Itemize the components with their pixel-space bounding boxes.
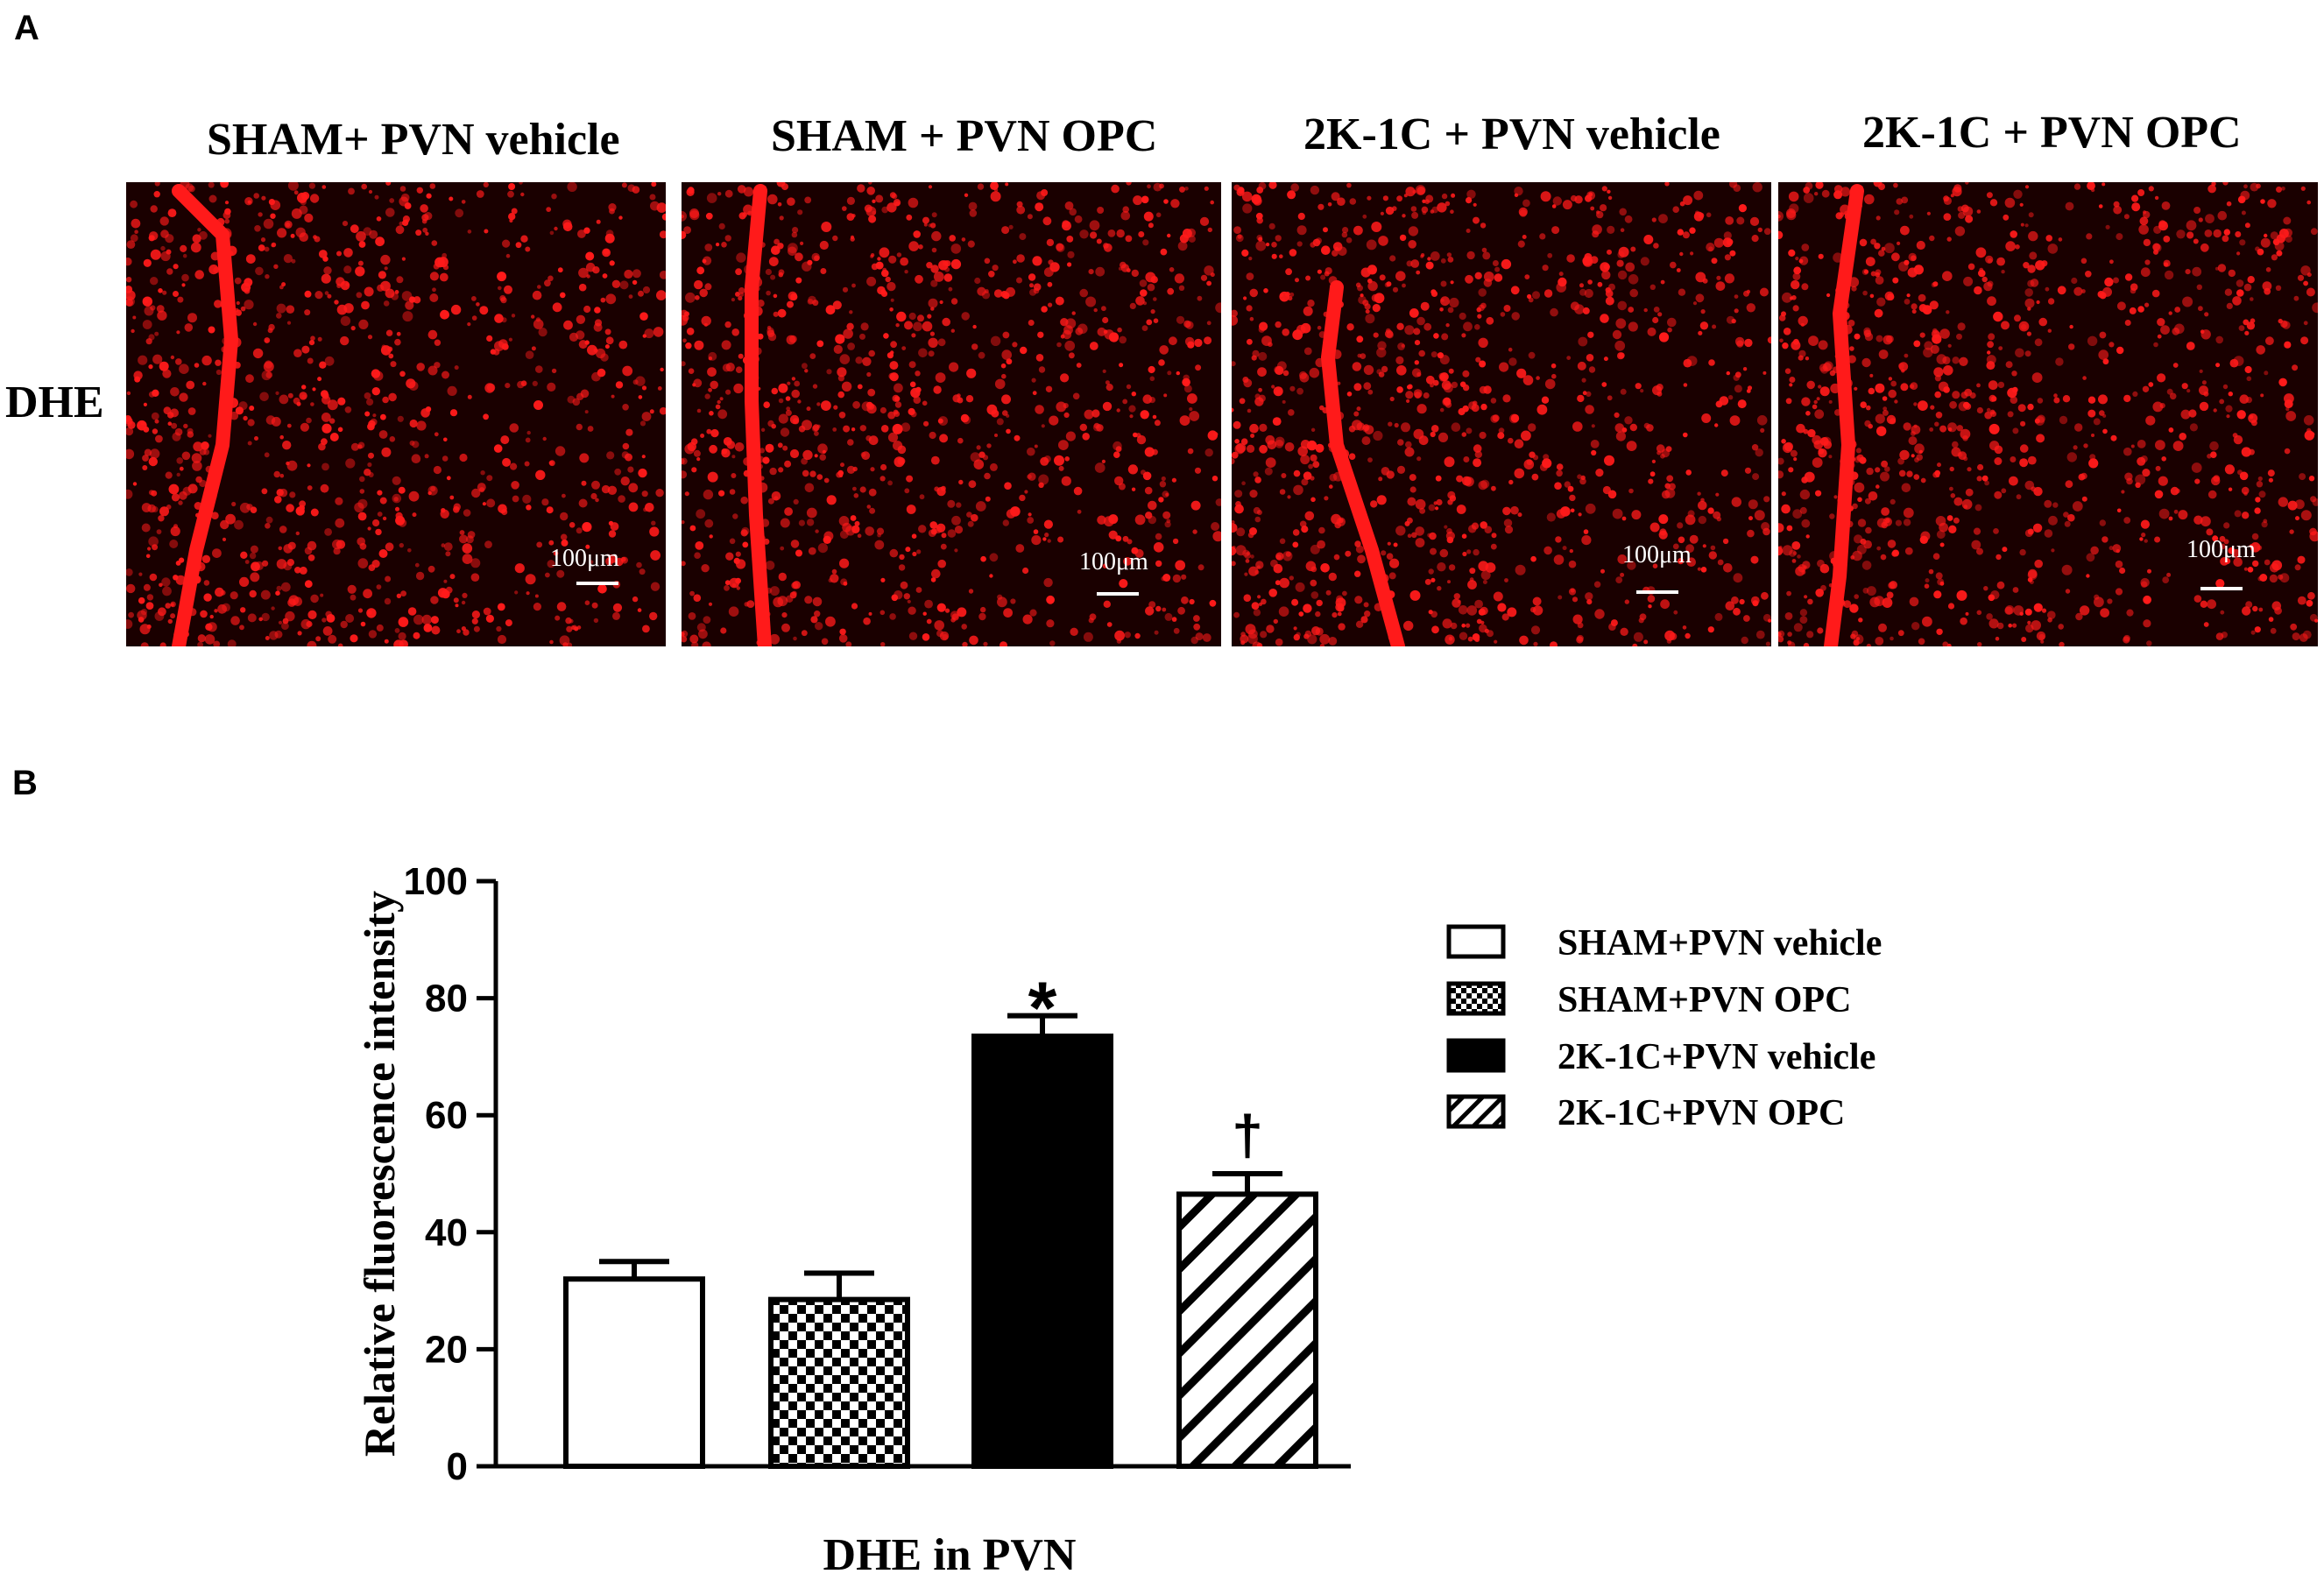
scale-bar xyxy=(1636,590,1678,594)
scale-bar xyxy=(576,582,618,585)
micrograph-2k1c-vehicle: 100μm xyxy=(1232,182,1771,646)
bar-2 xyxy=(768,1296,910,1469)
y-tick-label: 80 xyxy=(425,978,468,1020)
micrograph-texture xyxy=(126,182,666,646)
panel-a-letter: A xyxy=(14,9,39,47)
legend-label: 2K-1C+PVN OPC xyxy=(1558,1093,1845,1133)
scale-bar xyxy=(1097,592,1139,596)
legend-swatch xyxy=(1446,924,1506,959)
scale-bar xyxy=(2200,587,2243,590)
y-tick-label: 20 xyxy=(425,1328,468,1371)
scale-bar-label: 100μm xyxy=(1622,541,1692,568)
y-tick-label: 0 xyxy=(447,1445,468,1488)
column-title-2k1c-opc: 2K-1C + PVN OPC xyxy=(1862,108,2242,158)
column-title-sham-opc: SHAM + PVN OPC xyxy=(771,111,1158,161)
scale-bar-label: 100μm xyxy=(1079,548,1148,575)
bar-4 xyxy=(1176,1191,1318,1469)
panel-b-letter: B xyxy=(12,764,38,802)
x-axis-label: DHE in PVN xyxy=(823,1530,1077,1574)
column-title-2k1c-vehicle: 2K-1C + PVN vehicle xyxy=(1303,109,1720,159)
legend-label: SHAM+PVN OPC xyxy=(1558,980,1851,1020)
significance-marker: † xyxy=(1232,1104,1263,1167)
legend-swatch xyxy=(1446,1094,1506,1129)
column-title-sham-vehicle: SHAM+ PVN vehicle xyxy=(207,115,620,165)
legend-swatch xyxy=(1446,1038,1506,1073)
micrograph-texture xyxy=(1232,182,1771,646)
micrograph-texture xyxy=(1778,182,2318,646)
y-axis-label: Relative fluorescence intensity xyxy=(355,891,404,1457)
scale-bar-label: 100μm xyxy=(2186,536,2256,563)
legend-swatch xyxy=(1446,981,1506,1016)
legend-label: SHAM+PVN vehicle xyxy=(1558,923,1882,963)
row-label-dhe: DHE xyxy=(5,378,104,427)
bar-3 xyxy=(971,1034,1113,1470)
legend-label: 2K-1C+PVN vehicle xyxy=(1558,1037,1875,1077)
y-tick-label: 60 xyxy=(425,1094,468,1137)
significance-marker: * xyxy=(1028,967,1057,1049)
chart-legend: SHAM+PVN vehicle SHAM+PVN OPC 2K-1C+PVN ve… xyxy=(1446,923,1882,1133)
micrograph-2k1c-opc: 100μm xyxy=(1778,182,2318,646)
y-tick-label: 100 xyxy=(404,860,468,903)
micrograph-texture xyxy=(682,182,1221,646)
micrograph-sham-opc: 100μm xyxy=(682,182,1221,646)
bar-1 xyxy=(563,1276,705,1469)
scale-bar-label: 100μm xyxy=(550,545,619,572)
y-tick-label: 40 xyxy=(425,1211,468,1254)
chart-bars: *† xyxy=(563,967,1318,1470)
micrograph-sham-vehicle: 100μm xyxy=(126,182,666,646)
